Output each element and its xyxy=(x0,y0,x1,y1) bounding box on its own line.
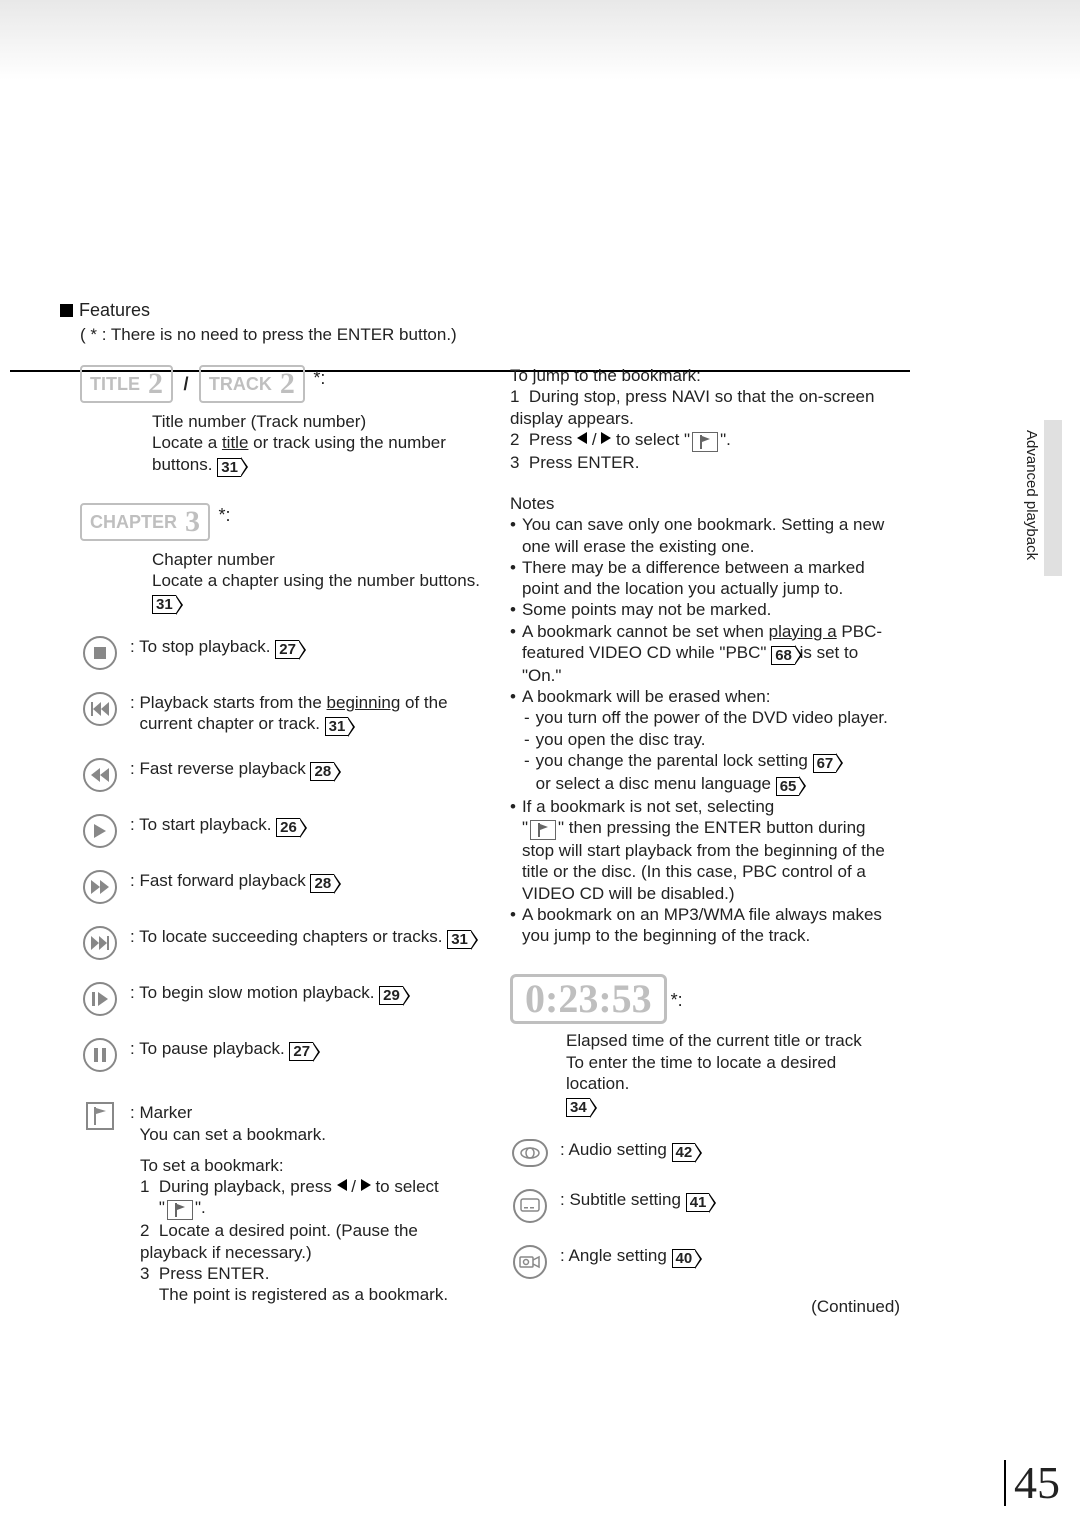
title-track-desc: Title number (Track number) Locate a tit… xyxy=(152,411,480,477)
play-icon xyxy=(83,814,117,848)
features-subnote: ( * : There is no need to press the ENTE… xyxy=(80,325,1030,345)
stop-item: : To stop playback. 27 xyxy=(80,636,480,670)
fast-forward-icon xyxy=(83,870,117,904)
subtitle-item: : Subtitle setting 41 xyxy=(510,1189,900,1223)
ff-item: : Fast forward playback 28 xyxy=(80,870,480,904)
angle-item: : Angle setting 40 xyxy=(510,1245,900,1279)
jump-section: To jump to the bookmark: 1 During stop, … xyxy=(510,365,900,473)
rewind-item: : Fast reverse playback 28 xyxy=(80,758,480,792)
slow-icon xyxy=(83,982,117,1016)
chapter-desc: Chapter number Locate a chapter using th… xyxy=(152,549,480,615)
pause-item: : To pause playback. 27 xyxy=(80,1038,480,1072)
audio-item: : Audio setting 42 xyxy=(510,1139,900,1167)
pause-icon xyxy=(83,1038,117,1072)
play-item: : To start playback. 26 xyxy=(80,814,480,848)
marker-icon xyxy=(86,1102,114,1130)
skip-forward-icon xyxy=(83,926,117,960)
top-gradient xyxy=(0,0,1080,80)
notes-section: Notes •You can save only one bookmark. S… xyxy=(510,493,900,946)
audio-icon xyxy=(512,1139,548,1167)
rewind-icon xyxy=(83,758,117,792)
time-row: 0:23:53*: xyxy=(510,974,900,1024)
skip-back-icon xyxy=(83,692,117,726)
side-tab xyxy=(1044,420,1062,576)
stop-icon xyxy=(83,636,117,670)
angle-icon xyxy=(513,1245,547,1279)
page-number: 45 xyxy=(1004,1460,1060,1506)
slow-item: : To begin slow motion playback. 29 xyxy=(80,982,480,1016)
next-item: : To locate succeeding chapters or track… xyxy=(80,926,480,960)
marker-item: : Marker You can set a bookmark. To set … xyxy=(80,1102,480,1305)
continued: (Continued) xyxy=(510,1297,900,1317)
time-desc: Elapsed time of the current title or tra… xyxy=(566,1030,900,1117)
title-track-row: TITLE2 / TRACK2 *: xyxy=(80,365,480,403)
chapter-row: CHAPTER3 *: xyxy=(80,503,480,541)
features-heading: Features xyxy=(60,300,1030,321)
prev-item: : Playback starts from the beginning of … xyxy=(80,692,480,736)
subtitle-icon xyxy=(513,1189,547,1223)
